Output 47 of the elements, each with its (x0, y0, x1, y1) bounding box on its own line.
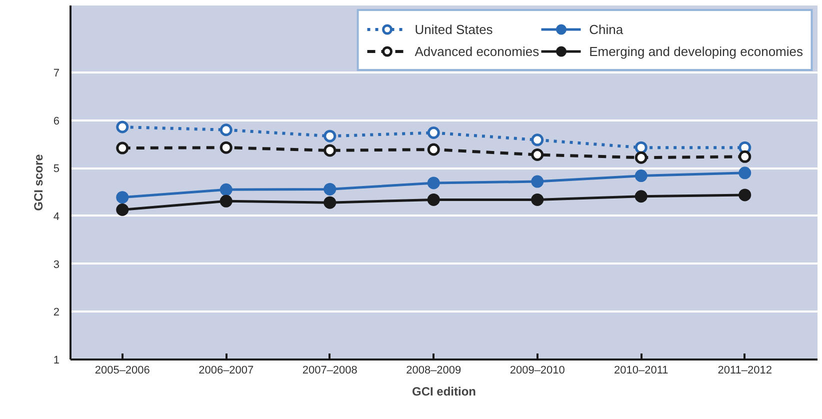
point (531, 148, 544, 161)
y-tick-label: 6 (53, 115, 60, 128)
point (738, 166, 752, 180)
x-tick-label: 2006–2007 (198, 364, 254, 376)
point (324, 144, 336, 157)
point (220, 141, 232, 154)
y-tick-label: 3 (53, 258, 60, 271)
y-tick-label: 2 (53, 306, 60, 319)
point (634, 170, 648, 182)
x-tick-label: 2008–2009 (406, 364, 462, 376)
y-tick-label: 7 (53, 67, 60, 80)
legend-label: Emerging and developing economies (589, 44, 803, 58)
point (220, 124, 232, 136)
y-tick-label: 5 (53, 163, 60, 176)
x-axis-title: GCI edition (412, 384, 476, 398)
point (116, 204, 129, 216)
legend-label: Advanced economies (414, 44, 540, 58)
point (738, 150, 752, 163)
point (220, 194, 232, 208)
point (634, 190, 648, 203)
point (324, 130, 336, 142)
point (116, 120, 129, 134)
x-tick-label: 2009–2010 (510, 364, 565, 376)
point (324, 196, 336, 209)
y-tick-label: 1 (53, 354, 60, 366)
point (324, 182, 336, 196)
point (427, 176, 440, 190)
point (738, 188, 752, 202)
point (116, 142, 129, 154)
x-tick-label: 2007–2008 (302, 364, 358, 376)
point (531, 134, 544, 146)
point (634, 151, 648, 164)
point (427, 193, 440, 206)
legend-label: China (589, 22, 624, 36)
point (116, 191, 129, 204)
y-axis-title: GCI score (31, 154, 46, 211)
point (427, 143, 440, 156)
point (220, 183, 232, 196)
x-tick-label: 2011–2012 (718, 364, 772, 376)
legend-label: United States (414, 22, 493, 36)
point (531, 175, 544, 188)
x-tick-label: 2005–2006 (94, 364, 150, 376)
point (531, 193, 544, 206)
x-tick-label: 2010–2011 (614, 364, 668, 376)
point (634, 141, 648, 154)
y-tick-label: 4 (53, 210, 60, 223)
point (427, 126, 440, 139)
